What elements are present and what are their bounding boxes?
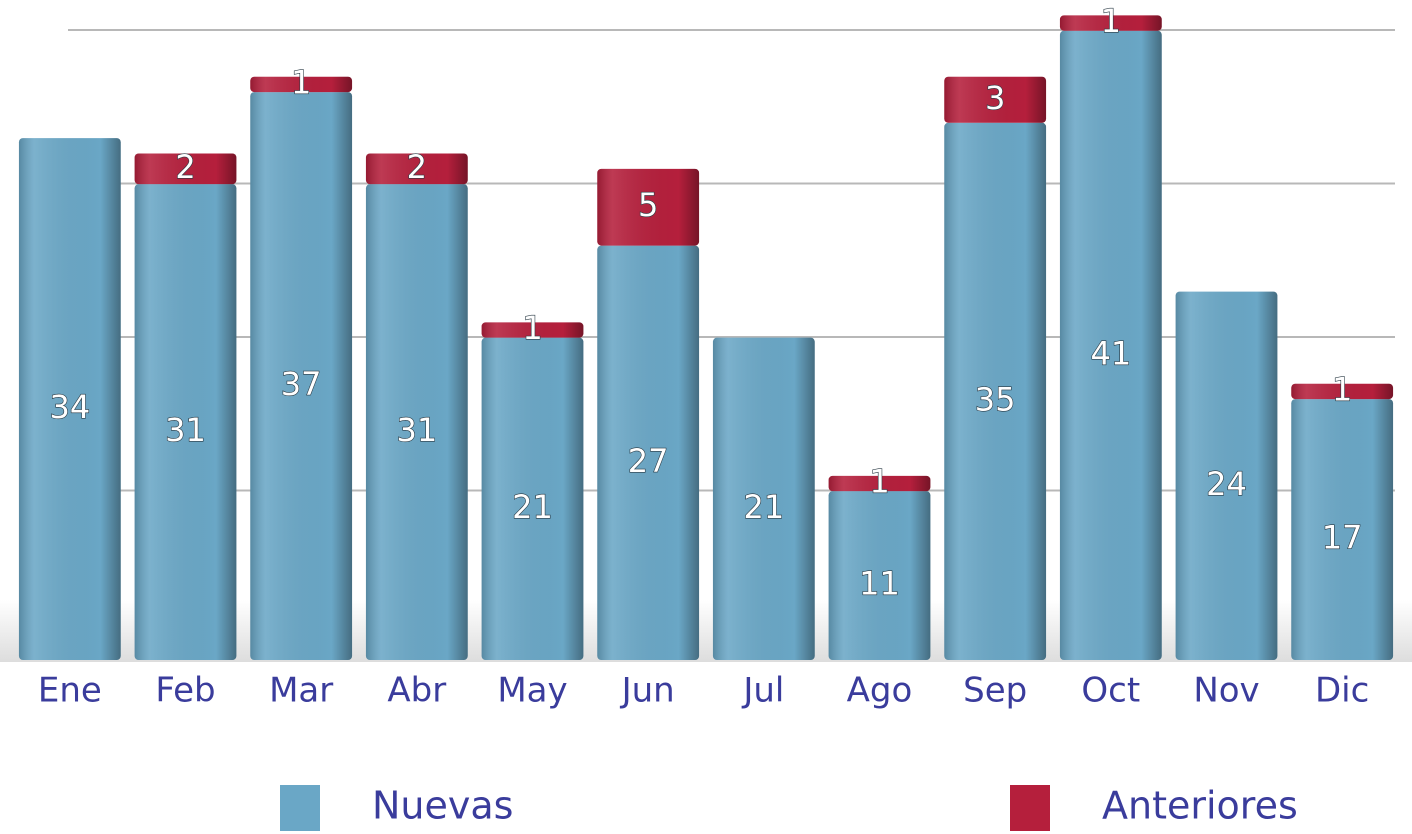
bar-shade <box>250 76 353 93</box>
data-label: 35 <box>975 380 1016 418</box>
bar-shade <box>1175 291 1278 660</box>
x-tick-label: Mar <box>269 671 333 711</box>
bar-shade <box>134 153 237 185</box>
data-label: 11 <box>859 565 900 603</box>
data-label: 17 <box>1322 519 1363 557</box>
data-label: 37 <box>281 365 322 403</box>
x-tick-label: Ene <box>38 671 102 711</box>
legend-swatch <box>280 785 320 831</box>
data-label: 31 <box>165 411 206 449</box>
data-label: 2 <box>407 148 427 186</box>
bar-shade <box>365 153 468 185</box>
data-label: 1 <box>1332 370 1352 408</box>
data-label: 24 <box>1206 465 1247 503</box>
x-tick-label: Jun <box>620 671 675 711</box>
x-tick-label: Dic <box>1315 671 1369 711</box>
bar-shade <box>944 76 1047 123</box>
bar-shade <box>597 168 700 246</box>
bar-shade <box>18 138 121 661</box>
x-tick-label: Sep <box>963 671 1027 711</box>
bar-shade <box>1059 15 1162 31</box>
bar-shade <box>1059 30 1162 660</box>
data-label: 34 <box>49 388 90 426</box>
legend-label: Anteriores <box>1102 784 1298 828</box>
bar-shade <box>481 322 584 338</box>
bar-shade <box>134 184 237 661</box>
data-label: 5 <box>638 186 658 224</box>
bar-shade <box>250 92 353 661</box>
data-label: 1 <box>291 63 311 101</box>
x-tick-label: Ago <box>847 671 913 711</box>
bar-shade <box>1291 383 1394 400</box>
x-tick-label: Jul <box>741 671 784 711</box>
bar-shade <box>597 245 700 660</box>
legend-swatch <box>1010 785 1050 831</box>
data-label: 2 <box>175 148 195 186</box>
data-label: 3 <box>985 79 1005 117</box>
bar-shade <box>944 122 1047 660</box>
legend-label: Nuevas <box>372 784 513 828</box>
x-tick-label: Feb <box>155 671 215 711</box>
data-label: 31 <box>396 411 437 449</box>
bar-shade <box>828 491 931 660</box>
bar-shade <box>1291 399 1394 660</box>
data-label: 21 <box>743 488 784 526</box>
data-label: 1 <box>522 309 542 347</box>
data-label: 1 <box>1101 2 1121 40</box>
data-label: 1 <box>869 462 889 500</box>
x-tick-label: Nov <box>1193 671 1259 711</box>
bar-shade <box>481 337 584 660</box>
data-label: 41 <box>1090 334 1131 372</box>
data-label: 21 <box>512 488 553 526</box>
x-tick-label: Oct <box>1081 671 1140 711</box>
x-tick-label: May <box>497 671 567 711</box>
x-tick-label: Abr <box>387 671 446 711</box>
data-label: 27 <box>628 442 669 480</box>
bar-shade <box>828 475 931 492</box>
bar-shade <box>712 337 815 660</box>
bar-shade <box>365 184 468 661</box>
